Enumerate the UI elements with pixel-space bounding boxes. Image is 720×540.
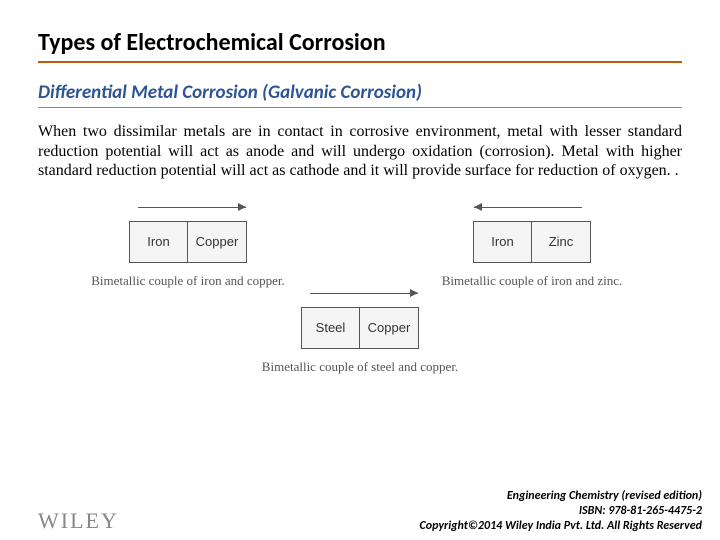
arrow-right-icon bbox=[302, 287, 418, 301]
section-subtitle: Differential Metal Corrosion (Galvanic C… bbox=[38, 81, 682, 108]
footer-credits: Engineering Chemistry (revised edition) … bbox=[420, 489, 702, 534]
couple-box: Iron Zinc bbox=[473, 221, 591, 263]
metal-cell-left: Steel bbox=[302, 308, 360, 348]
arrow-left-icon bbox=[474, 201, 590, 215]
diagram-steel-copper: Steel Copper Bimetallic couple of steel … bbox=[230, 287, 490, 375]
metal-cell-right: Zinc bbox=[532, 222, 590, 262]
metal-cell-right: Copper bbox=[188, 222, 246, 262]
metal-cell-right: Copper bbox=[360, 308, 418, 348]
arrow-right-icon bbox=[130, 201, 246, 215]
footer-line-3: Copyright©2014 Wiley India Pvt. Ltd. All… bbox=[420, 519, 702, 534]
footer-line-2: ISBN: 978-81-265-4475-2 bbox=[420, 504, 702, 519]
footer-line-1: Engineering Chemistry (revised edition) bbox=[420, 489, 702, 504]
diagram-iron-zinc: Iron Zinc Bimetallic couple of iron and … bbox=[402, 201, 662, 289]
diagram-row-bottom: Steel Copper Bimetallic couple of steel … bbox=[38, 287, 682, 375]
diagram-row-top: Iron Copper Bimetallic couple of iron an… bbox=[38, 201, 682, 289]
diagram-iron-copper: Iron Copper Bimetallic couple of iron an… bbox=[58, 201, 318, 289]
metal-cell-left: Iron bbox=[130, 222, 188, 262]
wiley-logo: WILEY bbox=[38, 508, 119, 534]
metal-cell-left: Iron bbox=[474, 222, 532, 262]
couple-box: Steel Copper bbox=[301, 307, 419, 349]
diagram-caption: Bimetallic couple of steel and copper. bbox=[262, 359, 458, 375]
body-paragraph: When two dissimilar metals are in contac… bbox=[38, 122, 682, 181]
page-footer: WILEY Engineering Chemistry (revised edi… bbox=[38, 489, 702, 534]
couple-box: Iron Copper bbox=[129, 221, 247, 263]
page-title: Types of Electrochemical Corrosion bbox=[38, 28, 682, 63]
